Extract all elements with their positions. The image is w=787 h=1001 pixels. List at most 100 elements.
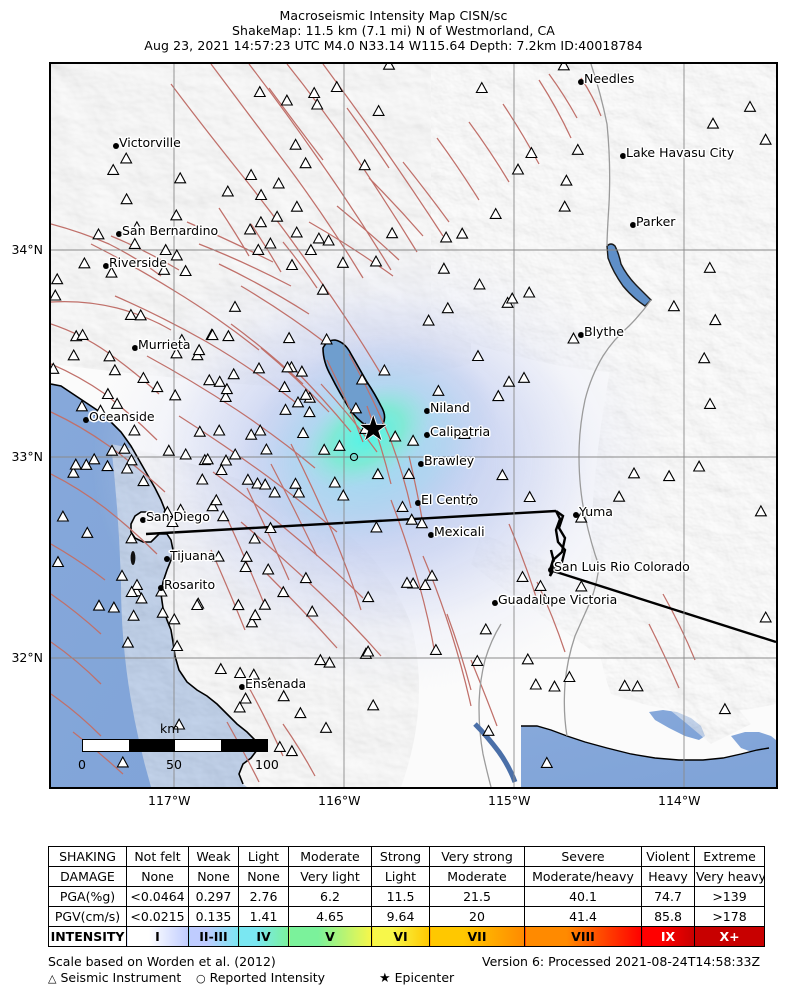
seismic-station-triangle-icon [703, 397, 717, 409]
seismic-station-triangle-icon [213, 375, 227, 387]
seismic-station-triangle-icon [206, 499, 219, 512]
seismic-station-triangle-icon [227, 367, 241, 380]
legend-row-pga: PGA(%g) <0.0464 0.297 2.76 6.2 11.5 21.5 40.1 74… [48, 886, 765, 907]
seismic-station-triangle-icon [258, 598, 272, 610]
legend-intensity-cell: VI [371, 926, 430, 947]
legend-cell: 0.135 [188, 906, 239, 927]
seismic-station-triangle-icon [268, 485, 282, 498]
legend-cell: 21.5 [429, 886, 525, 907]
scale-unit-label: km [160, 721, 180, 736]
legend-intensity-label: IX [660, 929, 676, 944]
legend-cell: Strong [371, 846, 430, 867]
seismic-station-triangle-icon [192, 343, 206, 356]
seismic-station-triangle-icon [349, 401, 363, 414]
seismic-station-triangle-icon [170, 346, 183, 359]
intensity-legend-table: SHAKING Not felt Weak Light Moderate Strong Ve… [48, 846, 765, 947]
seismic-station-triangle-icon [359, 422, 372, 434]
city-label: Tijuana [170, 548, 216, 563]
seismic-station-triangle-icon [106, 163, 120, 175]
map-canvas [51, 64, 776, 787]
seismic-station-triangle-icon [502, 375, 516, 387]
seismic-station-triangle-icon [396, 500, 409, 512]
city-dot-icon [83, 417, 89, 423]
legend-intensity-label: VIII [571, 929, 595, 944]
legend-intensity-label: II-III [199, 929, 228, 944]
legend-intensity-label: VI [393, 929, 408, 944]
city-dot-icon [132, 345, 138, 351]
legend-intensity-cell: V [288, 926, 372, 947]
seismic-station-triangle-icon [523, 490, 537, 503]
legend-row-label: PGA(%g) [48, 886, 127, 907]
seismic-station-triangle-icon [296, 426, 310, 439]
city-label: Yuma [579, 504, 613, 519]
city-dot-icon [158, 585, 164, 591]
seismic-station-triangle-icon [473, 277, 486, 290]
seismic-station-triangle-icon [232, 598, 245, 611]
seismic-station-triangle-icon [361, 590, 375, 603]
legend-cell: None [188, 866, 239, 887]
seismic-station-triangle-icon [214, 662, 228, 675]
seismic-station-triangle-icon [264, 236, 277, 249]
seismic-station-triangle-icon [195, 473, 209, 485]
seismic-station-triangle-icon [316, 283, 330, 295]
seismic-station-triangle-icon [162, 444, 176, 456]
seismic-station-triangle-icon [759, 133, 772, 145]
seismic-station-triangle-icon [241, 473, 255, 485]
reported-intensity-marker [349, 452, 359, 462]
seismic-station-triangle-icon [323, 656, 336, 668]
seismic-station-triangle-icon [120, 461, 134, 474]
city-dot-icon [428, 532, 434, 538]
legend-cell: Very light [288, 866, 372, 887]
legend-row-label: SHAKING [48, 846, 127, 867]
seismic-station-triangle-icon [128, 237, 142, 249]
seismic-station-triangle-icon [135, 591, 148, 604]
seismic-station-triangle-icon [175, 333, 189, 345]
star-icon: ★ [379, 971, 391, 986]
intensity-map[interactable] [49, 62, 778, 789]
seismic-station-triangle-icon [574, 579, 588, 592]
seismic-station-triangle-icon [558, 200, 572, 212]
seismic-station-triangle-icon [209, 493, 223, 506]
seismic-station-triangle-icon [107, 601, 121, 613]
seismic-station-triangle-icon [261, 562, 275, 575]
seismic-station-triangle-icon [108, 363, 122, 376]
fault-lines [51, 64, 696, 783]
seismic-station-triangle-icon [385, 226, 399, 239]
seismic-station-triangle-icon [170, 639, 184, 652]
seismic-station-triangle-icon [92, 599, 106, 611]
seismic-station-triangle-icon [521, 652, 535, 665]
seismic-station-triangle-icon [280, 94, 294, 106]
seismic-station-triangle-icon [103, 349, 116, 362]
legend-seismic-instrument: △ Seismic Instrument [48, 970, 181, 985]
city-dot-icon [103, 263, 109, 269]
seismic-station-triangle-icon [304, 243, 318, 256]
seismic-station-triangle-icon [692, 460, 706, 472]
city-dot-icon [573, 512, 579, 518]
seismic-station-triangle-icon [253, 423, 267, 436]
legend-cell: 20 [429, 906, 525, 927]
lake-havasu [606, 243, 652, 307]
seismic-station-triangle-icon [172, 718, 186, 730]
legend-cell: None [238, 866, 289, 887]
seismic-station-triangle-icon [253, 85, 267, 98]
city-dot-icon [116, 231, 122, 237]
legend-cell: 85.8 [641, 906, 695, 927]
seismic-station-triangle-icon [101, 459, 114, 472]
seismic-station-triangle-icon [328, 475, 342, 488]
seismic-station-triangle-icon [525, 146, 538, 159]
colorado-river [563, 64, 652, 737]
seismic-station-triangle-icon [252, 361, 266, 374]
legend-intensity-cell: II-III [188, 926, 239, 947]
seismic-station-triangle-icon [222, 329, 235, 342]
seismic-station-triangle-icon [299, 388, 313, 400]
seismic-station-triangle-icon [361, 645, 375, 657]
seismic-station-triangle-icon [429, 643, 443, 655]
seismic-station-triangle-icon [312, 231, 326, 244]
seismic-station-triangle-icon [333, 439, 346, 451]
city-dot-icon [424, 432, 430, 438]
legend-cell: 74.7 [641, 886, 695, 907]
seismic-station-triangle-icon [285, 744, 299, 757]
legend-cell: <0.0215 [126, 906, 189, 927]
seismic-instrument-label: Seismic Instrument [60, 970, 182, 985]
seismic-station-triangle-icon [441, 301, 455, 314]
